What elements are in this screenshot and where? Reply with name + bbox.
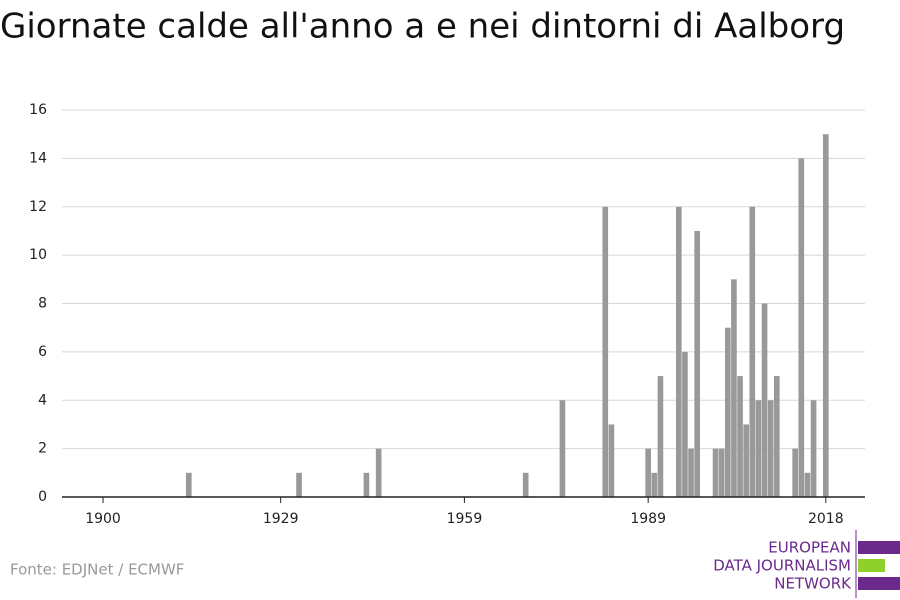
- bar: [792, 448, 798, 497]
- bar: [694, 230, 700, 497]
- x-tick-label: 1900: [85, 511, 121, 527]
- source: Fonte: EDJNet / ECMWF: [10, 561, 184, 579]
- y-tick-label: 14: [29, 150, 47, 166]
- bar: [682, 351, 688, 497]
- logo: EUROPEAN DATA JOURNALISM NETWORK: [713, 530, 900, 598]
- bar: [296, 472, 302, 497]
- y-tick-label: 0: [38, 489, 47, 505]
- y-tick-label: 12: [29, 199, 47, 215]
- x-tick-label: 1929: [263, 511, 299, 527]
- bar: [602, 206, 609, 497]
- bar: [773, 376, 780, 497]
- bar: [731, 279, 737, 497]
- bar: [559, 400, 566, 497]
- bar: [185, 472, 192, 497]
- y-tick-label: 2: [38, 441, 47, 457]
- bar: [804, 472, 811, 497]
- bar: [767, 400, 774, 497]
- y-tick-label: 10: [29, 247, 47, 263]
- y-tick-label: 4: [38, 392, 47, 408]
- logo-bar: [858, 541, 900, 554]
- bar: [657, 376, 664, 497]
- bar: [822, 134, 829, 497]
- logo-bar: [858, 559, 885, 572]
- bar: [743, 424, 749, 497]
- logo-text: DATA JOURNALISM: [713, 557, 851, 575]
- bar: [363, 472, 370, 497]
- bar: [718, 448, 725, 497]
- bar: [651, 472, 658, 497]
- logo-text: NETWORK: [774, 575, 852, 593]
- logo-text: EUROPEAN: [768, 539, 851, 557]
- logo-bar: [858, 577, 900, 590]
- bar: [798, 158, 805, 497]
- bar: [724, 327, 731, 497]
- x-tick-label: 1989: [630, 511, 666, 527]
- bar: [375, 448, 382, 497]
- bar: [675, 206, 682, 497]
- bar: [712, 448, 719, 497]
- bar: [749, 206, 756, 497]
- y-tick-label: 6: [38, 344, 47, 360]
- bar: [737, 376, 743, 497]
- chart-title: Giornate calde all'anno a e nei dintorni…: [0, 7, 845, 47]
- bar: [761, 303, 768, 497]
- bar: [755, 400, 762, 497]
- bar: [688, 448, 694, 497]
- bar: [608, 424, 615, 497]
- y-tick-label: 8: [38, 296, 47, 312]
- x-tick-label: 2018: [808, 511, 844, 527]
- bar: [522, 472, 529, 497]
- y-tick-label: 16: [29, 102, 47, 118]
- x-tick-label: 1959: [447, 511, 483, 527]
- bar: [810, 400, 817, 497]
- bar: [645, 448, 651, 497]
